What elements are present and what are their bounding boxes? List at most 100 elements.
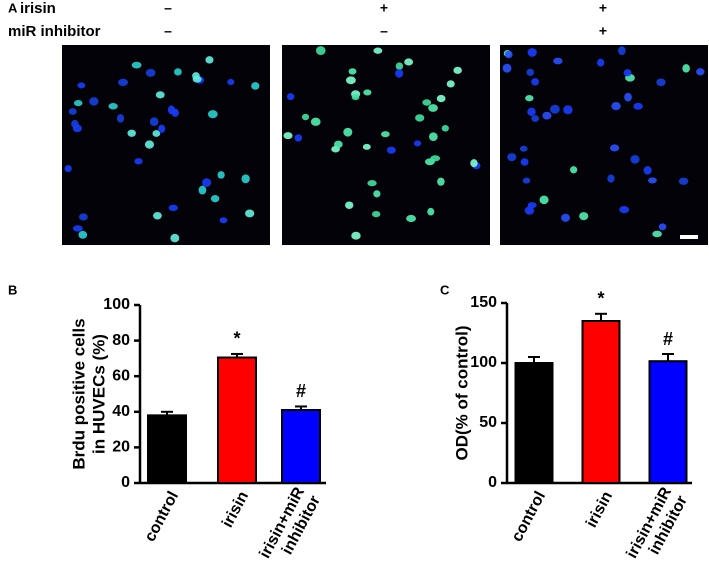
cell — [643, 166, 652, 175]
cell — [346, 76, 356, 85]
cell — [652, 230, 662, 238]
cell — [453, 66, 462, 74]
y-tick-label: 20 — [112, 439, 130, 456]
cell — [630, 154, 640, 164]
cell — [522, 177, 531, 184]
cell — [89, 97, 99, 106]
cell — [301, 113, 310, 121]
cell — [527, 202, 537, 209]
cell — [351, 231, 361, 240]
cell — [241, 174, 250, 184]
cell — [525, 95, 534, 102]
cell — [624, 92, 632, 102]
cell — [415, 114, 425, 122]
bar — [217, 356, 257, 485]
bar — [581, 320, 621, 484]
cell — [648, 177, 657, 184]
cell — [427, 207, 435, 216]
cell — [73, 100, 83, 107]
cell — [158, 124, 166, 133]
cell — [563, 105, 573, 115]
cell — [78, 230, 88, 239]
annotation: # — [296, 381, 306, 401]
y-tick-label: 60 — [112, 367, 130, 384]
cell — [446, 80, 455, 88]
y-tick-label: 0 — [488, 474, 497, 491]
x-tick-label: irisin — [219, 489, 252, 531]
cell — [145, 68, 156, 77]
cell — [553, 57, 563, 65]
cell — [174, 68, 182, 76]
cell — [519, 145, 528, 152]
x-tick-label: control — [509, 489, 549, 545]
y-tick-label: 40 — [112, 403, 130, 420]
cell — [504, 50, 513, 59]
panel-label: B — [8, 282, 17, 297]
panel-label: C — [440, 282, 450, 297]
cell — [696, 68, 705, 76]
y-tick-label: 100 — [103, 296, 130, 313]
cell — [658, 223, 667, 231]
cell — [539, 195, 549, 205]
y-tick-label: 0 — [121, 474, 130, 491]
cell — [348, 68, 357, 75]
annotation: * — [233, 329, 240, 349]
cell — [619, 206, 630, 214]
cell — [386, 146, 396, 154]
panel-label: A — [8, 0, 18, 15]
bar — [648, 360, 688, 485]
cell — [422, 99, 432, 106]
cell — [609, 144, 620, 152]
cell — [155, 91, 165, 99]
cell — [406, 214, 417, 223]
cell — [596, 58, 605, 67]
cell — [245, 209, 255, 218]
cell — [395, 69, 404, 78]
cell — [192, 76, 202, 83]
annotation: # — [663, 329, 673, 349]
cell — [367, 180, 377, 187]
cell — [395, 62, 404, 70]
cell — [152, 130, 161, 137]
cell — [286, 93, 295, 101]
bar — [147, 414, 187, 484]
cell — [542, 111, 552, 120]
y-axis-label: in HUVECs (%) — [89, 334, 108, 454]
cell — [68, 108, 77, 115]
x-tick-label: irisin+miR inhibitor — [624, 484, 692, 570]
cell — [345, 201, 354, 209]
cell — [526, 68, 535, 76]
cell — [127, 129, 136, 137]
treatment-sign: – — [164, 0, 172, 16]
cell — [227, 78, 235, 86]
cell — [527, 48, 537, 57]
cell — [561, 213, 571, 222]
y-tick-label: 50 — [479, 414, 497, 431]
cell — [373, 190, 381, 198]
treatment-sign: + — [380, 0, 388, 16]
cell — [373, 47, 383, 54]
cell — [633, 102, 643, 110]
scale-bar — [680, 235, 698, 239]
cell — [144, 140, 155, 149]
cell — [251, 82, 260, 90]
cell — [550, 104, 560, 114]
cell — [429, 132, 438, 142]
y-tick-label: 100 — [470, 354, 497, 371]
cell — [372, 211, 381, 218]
treatment-name: irisin — [20, 0, 56, 17]
cell — [108, 103, 118, 110]
cell — [64, 164, 72, 173]
cell — [294, 134, 303, 142]
cell — [470, 159, 478, 168]
image-2 — [282, 45, 490, 245]
cell — [524, 206, 535, 215]
cell — [198, 185, 207, 195]
y-tick-label: 150 — [470, 294, 497, 311]
cell — [170, 233, 180, 243]
cell — [363, 89, 372, 96]
cell — [611, 102, 621, 111]
treatment-sign: – — [380, 23, 388, 39]
cell — [207, 110, 218, 119]
